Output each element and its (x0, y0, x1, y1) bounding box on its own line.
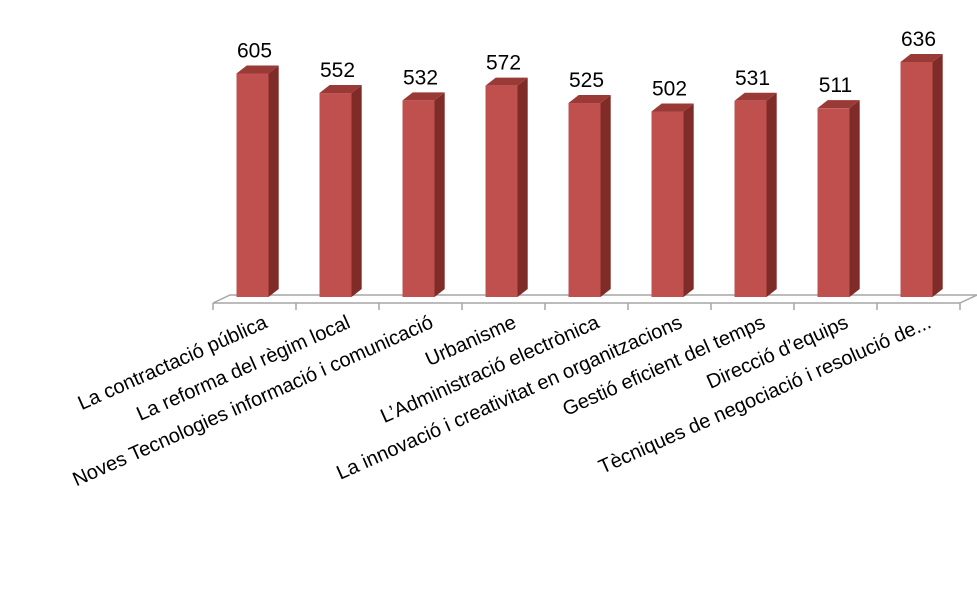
bar-top (319, 85, 362, 94)
bar-front (236, 73, 269, 297)
bar-front (900, 62, 933, 297)
bar-top (900, 54, 943, 62)
bar (817, 100, 860, 297)
value-label: 531 (735, 67, 770, 90)
value-label: 636 (901, 28, 936, 51)
bar-side (849, 100, 860, 297)
bar (485, 77, 528, 297)
bar-front (319, 93, 352, 297)
bar-side (600, 95, 611, 297)
bar-top (485, 77, 528, 86)
bar (402, 92, 445, 297)
bar-side (351, 85, 362, 297)
value-label: 525 (569, 69, 604, 92)
value-labels-group: 605 552 532 572 525 502 531 511 636 (237, 28, 936, 101)
bar-side (268, 65, 279, 297)
bar-top (568, 95, 611, 104)
bar-top (817, 100, 860, 109)
floor-right-edge (959, 294, 977, 304)
bar-side (517, 77, 528, 297)
bar-top (402, 92, 445, 101)
bar-front (817, 108, 850, 297)
bar-front (568, 103, 601, 297)
bar-side (683, 103, 694, 298)
bar-side (434, 92, 445, 297)
bar-side (932, 54, 943, 297)
value-label: 532 (403, 66, 438, 89)
value-label: 572 (486, 52, 521, 75)
floor-back-line (212, 294, 977, 304)
value-label: 502 (652, 78, 687, 101)
bar (900, 54, 943, 297)
bar-top (651, 103, 694, 112)
bar-side (766, 92, 777, 297)
bar-front (651, 111, 684, 298)
bar-front (402, 100, 435, 297)
bar (651, 103, 694, 298)
value-label: 511 (819, 74, 852, 97)
bar-front (485, 85, 518, 297)
bar (319, 85, 362, 297)
bar-top (734, 92, 777, 101)
chart-floor (212, 294, 977, 310)
bar (568, 95, 611, 297)
bar (236, 65, 279, 297)
bar-front (734, 100, 767, 297)
value-label: 552 (320, 59, 355, 82)
bars-group (236, 54, 943, 298)
bar (734, 92, 777, 297)
bar-top (236, 65, 279, 74)
value-label: 605 (237, 39, 272, 62)
